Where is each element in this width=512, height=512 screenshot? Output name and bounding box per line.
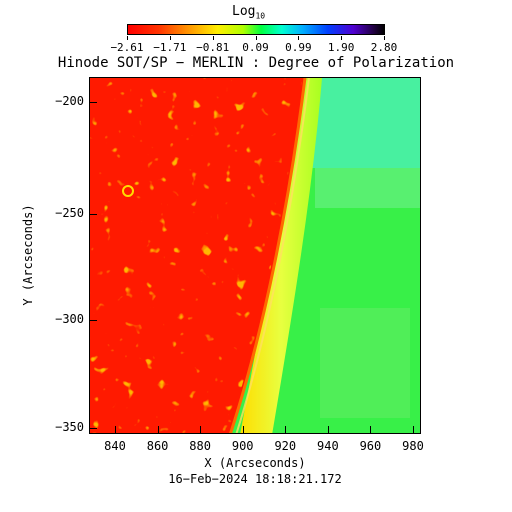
- y-tick-mark: [89, 102, 97, 103]
- y-tick-label: −300: [55, 312, 84, 326]
- y-tick-mark: [89, 214, 97, 215]
- y-tick-mark: [89, 320, 97, 321]
- colorbar-tick-mark: [341, 36, 343, 40]
- polarization-map: [90, 78, 420, 433]
- x-tick-label: 980: [402, 439, 424, 453]
- colorbar-tick-mark: [169, 36, 171, 40]
- x-tick-mark: [242, 426, 244, 434]
- x-tick-label: 880: [189, 439, 211, 453]
- x-tick-label: 940: [317, 439, 339, 453]
- colorbar-tick-label: 0.99: [285, 41, 312, 54]
- colorbar-tick-label: −1.71: [153, 41, 187, 54]
- timestamp: 16−Feb−2024 18:18:21.172: [168, 472, 342, 486]
- y-tick-label: −250: [55, 206, 84, 220]
- x-tick-label: 860: [146, 439, 169, 453]
- x-tick-label: 840: [104, 439, 126, 453]
- x-tick-mark: [327, 426, 329, 434]
- x-tick-label: 900: [231, 439, 254, 453]
- colorbar-tick-label: 0.09: [242, 41, 269, 54]
- colorbar-tick-mark: [384, 36, 385, 40]
- y-tick-label: −200: [55, 94, 84, 108]
- x-tick-mark: [157, 426, 159, 434]
- colorbar-tick-label: 1.90: [327, 41, 355, 54]
- x-tick-mark: [115, 426, 116, 434]
- x-tick-mark: [200, 426, 202, 434]
- x-axis-label: X (Arcseconds): [204, 456, 306, 470]
- polarization-image: [89, 77, 421, 434]
- colorbar-tick-mark: [255, 36, 257, 40]
- y-axis-label: Y (Arcseconds): [21, 204, 35, 306]
- x-tick-label: 920: [274, 439, 297, 453]
- x-tick-mark: [370, 426, 372, 434]
- y-tick-mark: [89, 428, 97, 429]
- colorbar-tick-label: −2.61: [110, 41, 144, 54]
- x-tick-label: 960: [359, 439, 382, 453]
- y-tick-label: −350: [55, 420, 84, 434]
- colorbar-tick-mark: [127, 36, 128, 40]
- x-tick-mark: [413, 426, 414, 434]
- colorbar-tick-mark: [212, 36, 214, 40]
- colorbar-tick-mark: [298, 36, 300, 40]
- plot-title: Hinode SOT/SP − MERLIN : Degree of Polar…: [57, 55, 455, 71]
- colorbar-tick-label: −0.81: [196, 41, 230, 54]
- colorbar-title: Log10: [232, 4, 266, 21]
- colorbar: [127, 24, 385, 35]
- x-tick-mark: [285, 426, 287, 434]
- colorbar-tick-label: 2.80: [370, 41, 398, 54]
